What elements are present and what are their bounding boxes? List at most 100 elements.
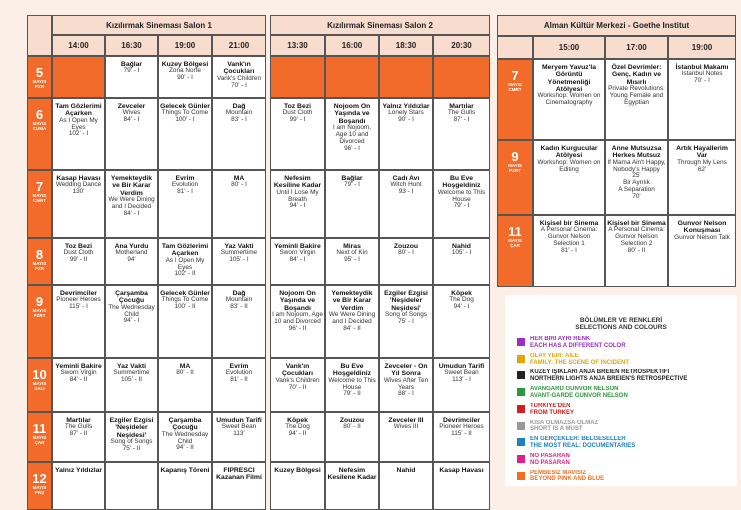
film-title: Dağ — [232, 290, 246, 297]
month: MAYIS — [32, 308, 47, 313]
weekday: ÇAR — [34, 439, 45, 445]
date-cell: 6 MAYIS CUMA — [27, 98, 52, 170]
film-title: Yemekteydik ve Bir Karar Verdim — [331, 290, 373, 312]
legend-swatch — [517, 421, 525, 430]
film-title: Meryem Yavuz'la Görüntü Yönetmenliği Atö… — [541, 64, 596, 93]
legend-swatch — [517, 388, 525, 397]
film-info: Witch Hunt — [390, 181, 422, 189]
film-info: 93 - I — [398, 188, 414, 196]
screening: Kişisel bir Sinema A Personal Cinema: Gun… — [533, 215, 605, 287]
film-info: 90' - I — [398, 116, 414, 124]
film-info: Through My Lens — [677, 158, 727, 166]
film-info: Summertime — [113, 369, 150, 377]
date-cell: 5 MAYIS PZR — [27, 56, 52, 98]
empty-cell — [270, 56, 325, 98]
screening: İstanbul Makamı Istanbul Notes 70' - I — [668, 59, 736, 140]
screening: Zevceler - On Yıl Sonra Wives After Ten Y… — [379, 358, 433, 412]
film-info: 70' - I — [694, 77, 710, 85]
film-info: 81' - I — [177, 188, 193, 196]
hall-title: Kızılırmak Sineması Salon 1 — [52, 15, 266, 35]
film-info: 79' - I — [123, 67, 140, 75]
film-info: A Personal Cinema: Gunvor Nelson Selecti… — [540, 226, 598, 248]
time: 21:00 — [212, 35, 266, 56]
film-info: The Gulls — [447, 109, 476, 117]
film-info: 90' - I — [177, 74, 193, 82]
film-info: 25' — [632, 172, 641, 180]
film-info: Next of Kin — [336, 249, 368, 257]
film-info: 115' - II — [451, 430, 472, 438]
empty-cell — [433, 56, 490, 98]
film-title: Zouzou — [339, 417, 365, 424]
film-title: Zevceler III — [388, 417, 424, 424]
page: Kızılırmak Sineması Salon 1 14:00 16:30 19:… — [27, 15, 737, 510]
weekday: PZRT — [509, 167, 521, 173]
date-cell: 8 MAYIS PZR — [27, 238, 52, 285]
film-info: Vank's Children — [275, 376, 320, 384]
month: MAYIS — [508, 82, 522, 87]
screening: Devrimciler Pioneer Heroes 115' - II — [433, 412, 490, 462]
weekday: PZR — [35, 83, 44, 89]
legend-swatch — [517, 404, 525, 413]
film-info: 84' - II — [69, 376, 88, 384]
film-info: Zona Norte — [169, 67, 201, 75]
screening: Nojoom On Yaşında ve Boşandı I am Nojoom,… — [270, 285, 325, 358]
empty-cell — [325, 56, 379, 98]
screening: Çarşamba Çocuğu The Wednesday Child 94' - … — [158, 412, 212, 462]
film-info: 84' - I — [123, 209, 140, 217]
weekday: CMRT — [33, 197, 46, 203]
film-title: Yeminli Bakire — [55, 363, 102, 370]
film-title: Evrim — [229, 363, 249, 370]
film-info: Gunvor Nelson Talk — [674, 233, 730, 241]
film-info: 96' - II — [288, 324, 307, 332]
film-info: 100' - I — [175, 116, 195, 124]
film-info: I am Nojoom, Age 10 and Divorced — [332, 123, 371, 145]
film-info: 94' — [127, 256, 136, 264]
film-title: Zevceler — [117, 103, 146, 110]
legend-tr: TÜRKİYE'DEN — [530, 402, 571, 409]
film-title: Nahid — [452, 243, 471, 250]
film-info: 95' - I — [344, 256, 360, 264]
film-info: Dust Cloth — [63, 249, 94, 257]
film-info: 102' - II — [174, 270, 196, 278]
film-title: Artık Hayallerim Var — [676, 145, 728, 160]
film-title: Nefesim Kesiline Kadar — [273, 175, 322, 190]
film-info: Private Revolutions: Young Female and Eg… — [608, 84, 665, 106]
legend-item: TÜRKİYE'DEN FROM TURKEY — [530, 403, 735, 419]
film-info: The Dog — [449, 296, 474, 304]
screening: Yaz Vakti Summertime 105' - II — [105, 358, 158, 412]
film-info: Evolution — [171, 181, 199, 189]
screening: Yalnız Yıldızlar — [52, 462, 105, 510]
film-info: Sworn Virgin — [60, 369, 97, 377]
month: MAYIS — [32, 261, 47, 266]
film-info: 130' — [72, 188, 85, 196]
screening: Bu Eve Hoşgeldiniz Welcome to This House 7… — [325, 358, 379, 412]
film-title: Kişisel bir Sinema — [607, 220, 666, 227]
screening: Anne Mutsuzsa Herkes Mutsuz If Mama Ain't… — [605, 140, 668, 215]
film-info: Wives After Ten Years — [383, 376, 429, 391]
legend-swatch — [517, 438, 525, 447]
film-title: Dağ — [232, 103, 246, 110]
legend-item: AVANGARD GUNVOR NELSON AVANT-GARDE GUNVOR… — [530, 386, 735, 402]
film-title: Ezgiler Ezgisi 'Neşideler Neşidesi' — [384, 290, 428, 312]
legend-tr: KISA OLMAZSA OLMAZ — [530, 419, 599, 426]
screening: Çarşamba Çocuğu The Wednesday Child 94' - … — [105, 285, 158, 358]
film-title: Zevceler - On Yıl Sonra — [384, 363, 428, 378]
screening: Yeminli Bakire Sworn Virgin 84' - II — [52, 358, 105, 412]
film-info: 99' - I — [289, 116, 306, 124]
screening: Vank'ın Çocukları Vank's Children 70' - II — [270, 358, 325, 412]
legend-en: NORTHERN LIGHTS ANJA BREIEN'S RETROSPECT… — [530, 376, 688, 383]
legend-item: KUZEY IŞIKLARI ANJA BREIEN RETROSPEKTİFİ… — [530, 369, 735, 385]
weekday: SALI — [34, 385, 45, 391]
film-info: A Personal Cinema: Gunvor Nelson Selecti… — [608, 226, 665, 248]
film-title: Yalnız Yıldızlar — [54, 467, 103, 474]
film-info: 80' - II — [176, 369, 194, 377]
film-info: 62' — [697, 165, 707, 173]
film-title: Nahid — [396, 467, 416, 474]
screening: Martılar The Gulls 87' - I — [433, 98, 490, 170]
film-info: As I Open My Eyes — [165, 256, 205, 271]
screening: Yeminli Bakire Sworn Virgin 84' - I — [270, 238, 325, 285]
time: 17:00 — [605, 36, 668, 59]
screening: Gunvor Nelson Konuşması Gunvor Nelson Tal… — [668, 215, 736, 287]
legend-tr: OLAY YERİ: AİLE — [530, 352, 579, 359]
film-info: Sweet Bean — [444, 369, 479, 377]
